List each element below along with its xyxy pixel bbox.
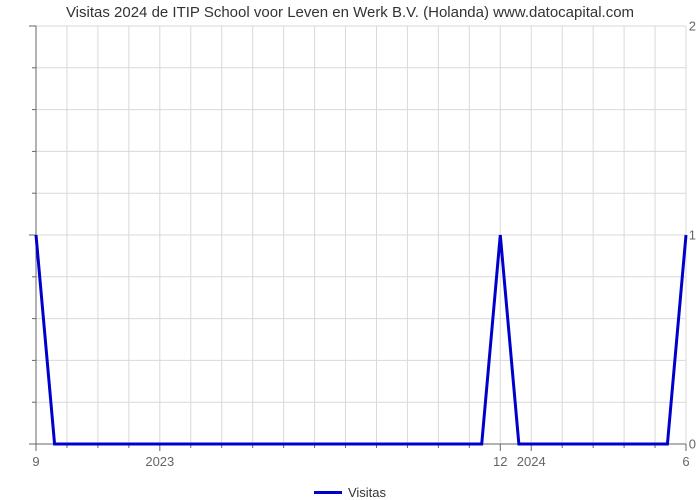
y-tick-label: 1 (670, 228, 696, 243)
legend-label: Visitas (348, 485, 386, 500)
x-tick-label: 9 (32, 454, 39, 469)
x-tick-label: 2024 (517, 454, 546, 469)
legend-swatch (314, 491, 342, 494)
x-tick-label: 12 (493, 454, 507, 469)
y-tick-label: 0 (670, 437, 696, 452)
x-tick-label: 6 (682, 454, 689, 469)
chart-container: Visitas 2024 de ITIP School voor Leven e… (0, 0, 700, 500)
legend: Visitas (0, 484, 700, 500)
x-tick-label: 2023 (145, 454, 174, 469)
plot-area (36, 26, 686, 444)
plot-svg (24, 20, 698, 458)
chart-title: Visitas 2024 de ITIP School voor Leven e… (0, 4, 700, 21)
y-tick-label: 2 (670, 19, 696, 34)
